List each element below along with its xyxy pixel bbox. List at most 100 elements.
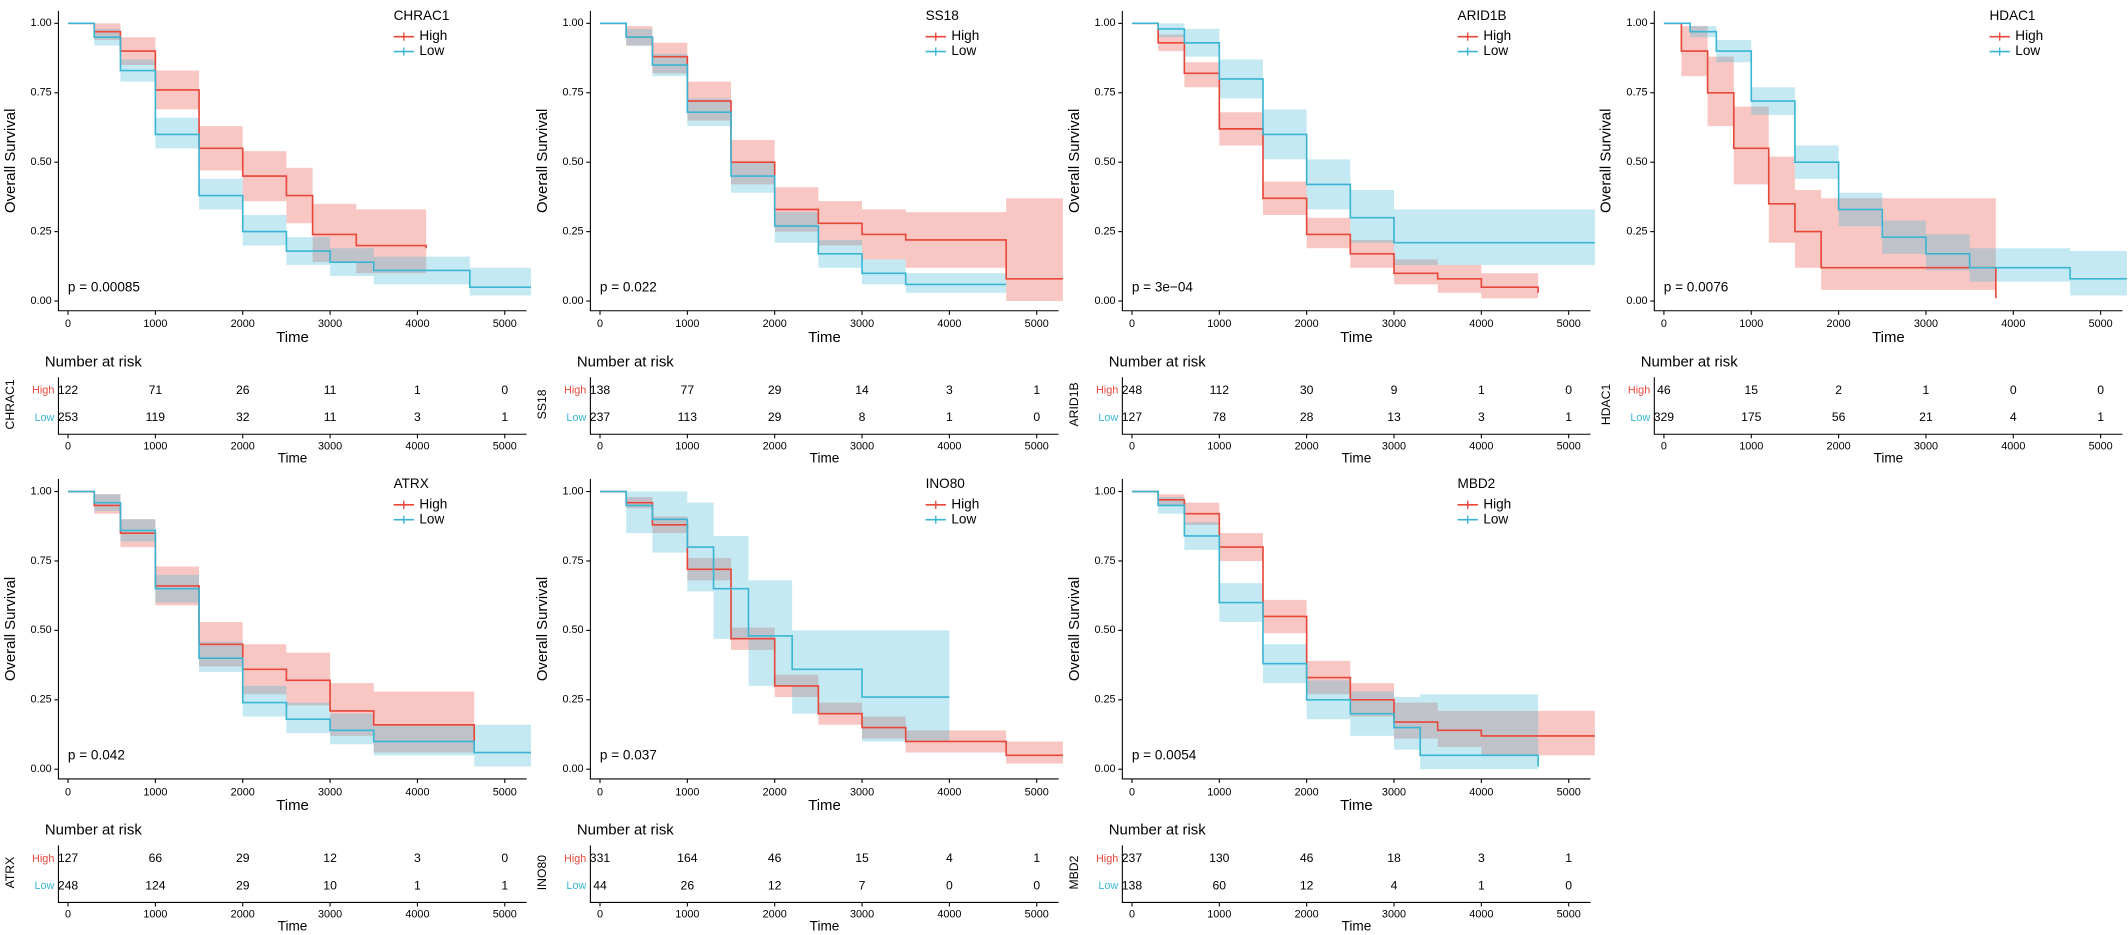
- survival-curve: [600, 490, 950, 698]
- risk-count: 8: [859, 410, 866, 424]
- risk-table-title: Number at risk: [45, 821, 142, 838]
- risk-count: 0: [1033, 410, 1040, 424]
- x-axis-label: Time: [1872, 329, 1905, 346]
- risk-count: 78: [1213, 410, 1227, 424]
- x-tick-label: 2000: [231, 318, 255, 330]
- risk-count: 248: [58, 878, 79, 892]
- confidence-band: [1663, 23, 2127, 296]
- y-tick-label: 0.75: [562, 87, 583, 99]
- x-tick-label: 3000: [318, 786, 342, 798]
- risk-count: 12: [768, 878, 782, 892]
- risk-count: 9: [1391, 383, 1398, 397]
- y-tick-label: 1.00: [562, 485, 583, 497]
- risk-count: 3: [414, 410, 421, 424]
- x-tick-label: 3000: [1382, 909, 1406, 921]
- x-tick-label: 2000: [231, 440, 255, 452]
- risk-row-label: Low: [566, 412, 586, 424]
- x-tick-label: 2000: [1295, 786, 1319, 798]
- risk-count: 46: [1300, 851, 1314, 865]
- x-tick-label: 5000: [1557, 909, 1581, 921]
- risk-count: 14: [855, 383, 869, 397]
- confidence-band: [1131, 23, 1595, 265]
- y-tick-label: 0.25: [31, 694, 52, 706]
- p-value: p = 3e−04: [1132, 279, 1194, 294]
- risk-count: 11: [324, 383, 337, 397]
- x-tick-label: 0: [65, 440, 71, 452]
- confidence-band: [600, 23, 1007, 293]
- x-tick-label: 1000: [675, 786, 699, 798]
- risk-count: 15: [1744, 383, 1758, 397]
- p-value: p = 0.037: [600, 747, 657, 762]
- legend-label: Low: [951, 43, 976, 58]
- x-tick-label: 3000: [1914, 318, 1938, 330]
- legend-title: ATRX: [394, 476, 429, 491]
- risk-count: 175: [1741, 410, 1762, 424]
- risk-table-title: Number at risk: [577, 353, 674, 370]
- survival-curve: [1131, 490, 1539, 767]
- risk-row-label: High: [564, 385, 586, 397]
- y-tick-label: 0.25: [31, 225, 52, 237]
- y-tick-label: 0.25: [562, 225, 583, 237]
- y-tick-label: 0.75: [1626, 87, 1647, 99]
- risk-count: 1: [1033, 851, 1040, 865]
- p-value: p = 0.00085: [68, 279, 140, 294]
- risk-count: 0: [501, 383, 508, 397]
- risk-count: 253: [58, 410, 79, 424]
- x-axis-label: Time: [276, 797, 309, 814]
- x-tick-label: 5000: [1557, 440, 1581, 452]
- x-tick-label: 0: [597, 909, 603, 921]
- axis-line: [1653, 10, 2123, 312]
- risk-count: 122: [58, 383, 79, 397]
- x-tick-label: 5000: [2089, 318, 2113, 330]
- risk-count: 0: [1565, 383, 1572, 397]
- legend-label: High: [2015, 28, 2043, 43]
- risk-row-label: High: [1628, 385, 1650, 397]
- x-tick-label: 1000: [675, 909, 699, 921]
- legend-label: Low: [1483, 511, 1508, 526]
- risk-count: 29: [768, 410, 782, 424]
- risk-count: 237: [590, 410, 611, 424]
- risk-count: 26: [236, 383, 250, 397]
- x-tick-label: 4000: [937, 440, 961, 452]
- risk-count: 164: [677, 851, 698, 865]
- risk-count: 0: [501, 851, 508, 865]
- legend-title: SS18: [926, 8, 959, 23]
- x-axis-label: Time: [1340, 329, 1373, 346]
- risk-y-label: MBD2: [1067, 855, 1081, 889]
- axis-line: [57, 377, 527, 435]
- confidence-band: [600, 23, 1063, 302]
- y-tick-label: 1.00: [562, 17, 583, 29]
- risk-count: 1: [414, 878, 421, 892]
- x-tick-label: 4000: [405, 440, 429, 452]
- confidence-band: [1131, 23, 1539, 302]
- y-tick-label: 0.00: [1094, 295, 1115, 307]
- risk-count: 1: [1478, 383, 1485, 397]
- y-tick-label: 0.50: [562, 624, 583, 636]
- confidence-band: [600, 491, 950, 742]
- y-tick-label: 1.00: [1094, 17, 1115, 29]
- risk-count: 3: [1478, 851, 1485, 865]
- axis-line: [1121, 479, 1591, 780]
- x-tick-label: 3000: [850, 318, 874, 330]
- risk-count: 1: [414, 383, 421, 397]
- confidence-band: [68, 23, 531, 296]
- risk-table-title: Number at risk: [577, 821, 674, 838]
- x-tick-label: 3000: [850, 909, 874, 921]
- y-tick-label: 0.00: [562, 763, 583, 775]
- x-tick-label: 4000: [405, 786, 429, 798]
- risk-y-label: INO80: [535, 855, 549, 890]
- y-axis-label: Overall Survival: [534, 577, 551, 681]
- x-tick-label: 4000: [1469, 909, 1493, 921]
- y-tick-label: 0.50: [31, 156, 52, 168]
- risk-row-label: High: [1096, 385, 1118, 397]
- axis-line: [57, 10, 527, 312]
- x-axis-label: Time: [1342, 450, 1372, 465]
- risk-row-label: Low: [34, 880, 54, 892]
- x-axis-label: Time: [1874, 450, 1904, 465]
- risk-count: 66: [149, 851, 163, 865]
- risk-count: 3: [1478, 410, 1485, 424]
- y-tick-label: 1.00: [1626, 17, 1647, 29]
- confidence-band: [68, 491, 531, 767]
- x-tick-label: 0: [1661, 440, 1667, 452]
